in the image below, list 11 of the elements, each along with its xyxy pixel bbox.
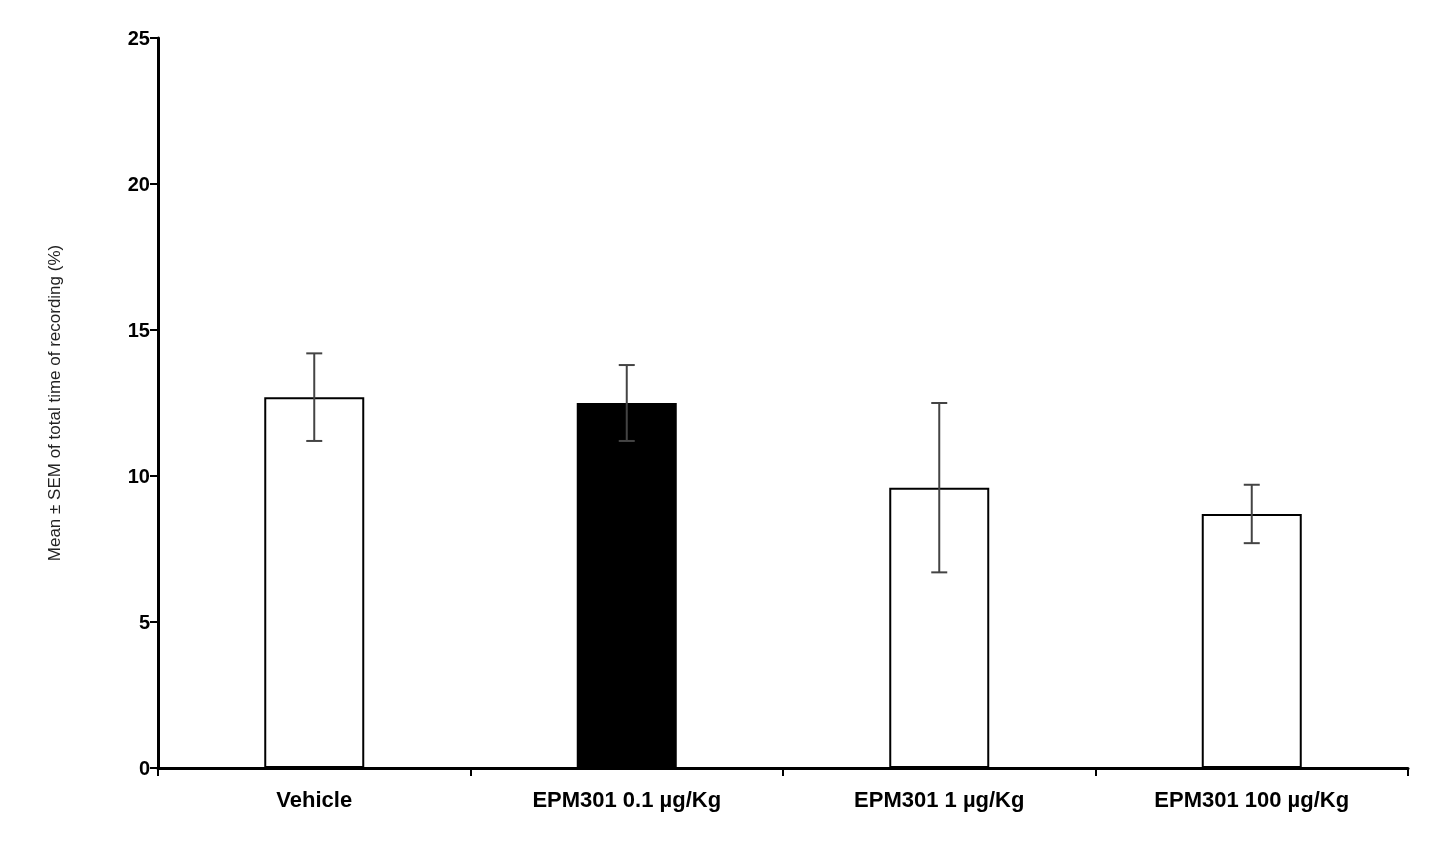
x-tick-label: Vehicle <box>276 786 353 812</box>
x-tick-label: EPM301 100 µg/Kg <box>1154 786 1350 812</box>
x-tick-label: EPM301 1 µg/Kg <box>854 786 1025 812</box>
x-tick-label: EPM301 0.1 µg/Kg <box>532 786 722 812</box>
y-tick-label: 10 <box>127 465 150 487</box>
y-tick-label: 0 <box>138 757 150 779</box>
y-tick-label: 20 <box>127 173 150 195</box>
y-tick-label: 15 <box>127 319 150 341</box>
y-axis-title: Mean ± SEM of total time of recording (%) <box>45 244 64 562</box>
y-tick-label: 25 <box>127 27 150 49</box>
y-tick-label: 5 <box>138 611 150 633</box>
